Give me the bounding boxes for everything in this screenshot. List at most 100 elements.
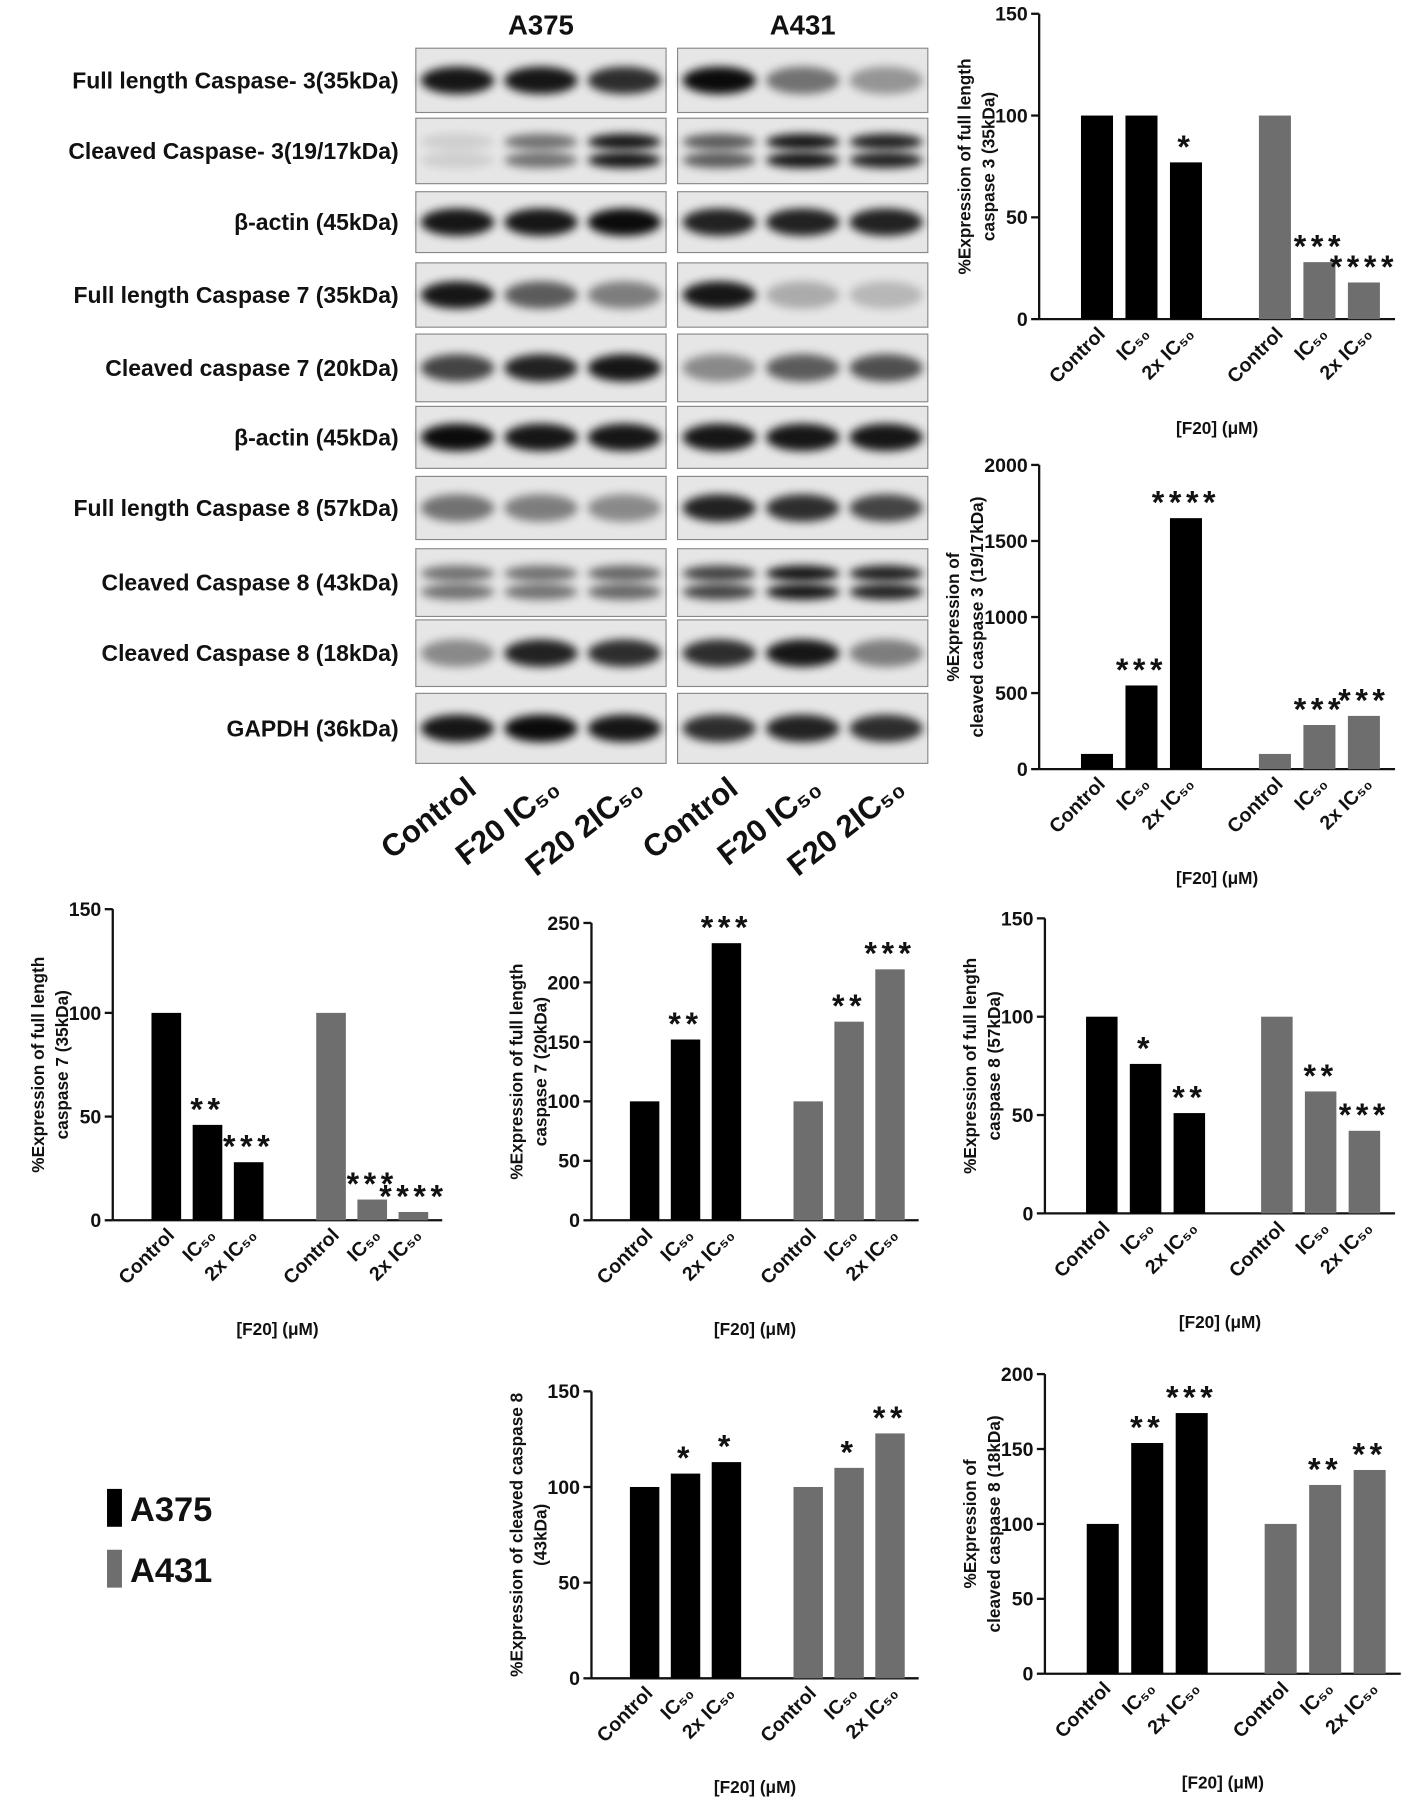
y-axis-label: (43kDa): [531, 1504, 551, 1566]
bar: [1348, 1130, 1381, 1214]
bar: [1173, 1113, 1206, 1214]
blot-band: [504, 714, 578, 743]
y-tick-label: 250: [547, 913, 580, 935]
blot-band: [420, 66, 495, 95]
y-tick-label: 150: [1001, 1439, 1034, 1461]
x-axis-label: [F20] (μM): [714, 1319, 796, 1339]
significance-label: ***: [1339, 1097, 1390, 1133]
significance-label: **: [1308, 1451, 1342, 1487]
bar: [1353, 1469, 1386, 1674]
y-axis-label: caspase 7 (20kDa): [531, 997, 551, 1146]
x-tick-label: Control: [279, 1224, 344, 1289]
blot-band: [420, 494, 495, 522]
x-tick-label: Control: [1051, 1678, 1116, 1743]
bar: [1129, 1063, 1162, 1214]
blot-band: [849, 133, 923, 150]
bar: [1347, 282, 1380, 320]
x-axis-label: [F20] (μM): [1176, 868, 1258, 888]
y-tick-label: 200: [547, 972, 580, 994]
blot-band: [420, 714, 495, 743]
blot-band: [504, 208, 578, 236]
blot-band: [682, 639, 757, 667]
y-axis-label: %Expression of full length: [28, 957, 48, 1173]
bar: [629, 1101, 660, 1221]
y-tick-label: 1500: [984, 531, 1028, 553]
y-tick-label: 200: [1001, 1364, 1034, 1386]
blot-band: [587, 639, 662, 667]
x-tick-label: Control: [593, 1224, 658, 1289]
bar: [711, 1462, 742, 1679]
bar: [233, 1162, 264, 1221]
significance-label: ***: [1166, 1379, 1217, 1415]
bar: [1261, 1016, 1293, 1214]
blot-band: [849, 423, 923, 452]
blot-band: [420, 565, 495, 582]
y-axis-label: caspase 8 (57kDa): [984, 991, 1004, 1140]
significance-label: ***: [1294, 691, 1345, 727]
blot-band: [849, 714, 923, 743]
significance-label: ****: [1152, 485, 1220, 521]
bar: [793, 1486, 823, 1679]
blot-band: [682, 281, 757, 309]
blot-band: [682, 133, 757, 150]
blot-band: [682, 208, 757, 236]
significance-label: **: [1304, 1058, 1338, 1094]
significance-label: **: [668, 1006, 702, 1042]
blot-band: [849, 639, 923, 667]
bar: [1080, 115, 1114, 320]
blot-column-label: A375: [508, 9, 574, 40]
bar: [1175, 1413, 1208, 1674]
y-tick-label: 100: [1001, 1007, 1034, 1029]
blot-row-label: Cleaved Caspase- 3(19/17kDa): [68, 138, 398, 164]
blot-band: [504, 565, 578, 582]
y-axis-label: cleaved caspase 3 (19/17kDa): [967, 497, 987, 738]
blot-band: [765, 639, 840, 667]
y-tick-label: 0: [1017, 309, 1028, 331]
y-tick-label: 150: [995, 4, 1028, 26]
significance-label: ***: [223, 1129, 274, 1165]
y-axis-label: caspase 7 (35kDa): [52, 990, 72, 1139]
significance-label: ****: [1330, 249, 1398, 285]
y-tick-label: 2000: [984, 455, 1028, 477]
y-tick-label: 0: [1023, 1203, 1034, 1225]
blot-band: [849, 208, 923, 236]
blot-band: [765, 133, 840, 150]
significance-label: **: [1172, 1079, 1206, 1115]
bar: [1258, 115, 1291, 320]
blot-row-label: Cleaved Caspase 8 (43kDa): [102, 570, 399, 596]
blot-row-label: Cleaved caspase 7 (20kDa): [105, 355, 398, 381]
significance-label: **: [832, 988, 866, 1024]
bar: [629, 1486, 660, 1679]
y-tick-label: 100: [547, 1477, 580, 1499]
blot-strip: [415, 117, 667, 185]
y-tick-label: 0: [90, 1210, 101, 1232]
blot-band: [587, 565, 662, 582]
blot-band: [765, 565, 840, 582]
blot-band: [420, 639, 495, 667]
y-tick-label: 50: [558, 1573, 580, 1595]
y-tick-label: 150: [69, 899, 102, 921]
y-axis-label: caspase 3 (35kDa): [978, 92, 998, 241]
bar: [1347, 715, 1380, 770]
blot-row-label: Full length Caspase- 3(35kDa): [72, 67, 398, 93]
blot-band: [682, 494, 757, 522]
blot-band: [682, 714, 757, 743]
significance-label: ***: [1294, 229, 1345, 265]
blot-row-label: Full length Caspase 8 (57kDa): [74, 495, 399, 521]
significance-label: **: [873, 1400, 907, 1436]
blot-strip: [676, 117, 929, 185]
x-axis-label: [F20] (μM): [1179, 1312, 1261, 1332]
blot-band: [504, 583, 578, 600]
bar: [875, 969, 905, 1221]
y-tick-label: 150: [1001, 908, 1034, 930]
blot-band: [504, 423, 578, 452]
blot-band: [504, 639, 578, 667]
blot-band: [420, 281, 495, 309]
blot-band: [682, 423, 757, 452]
blot-row-label: Full length Caspase 7 (35kDa): [74, 282, 399, 308]
bar: [1264, 1523, 1297, 1674]
significance-label: *: [1177, 129, 1194, 165]
blot-band: [504, 494, 578, 522]
blot-band: [587, 152, 662, 169]
bar: [1169, 518, 1202, 770]
